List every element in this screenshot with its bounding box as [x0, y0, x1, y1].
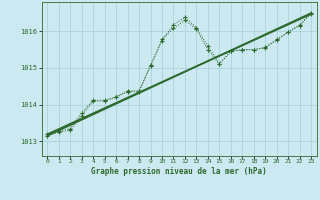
X-axis label: Graphe pression niveau de la mer (hPa): Graphe pression niveau de la mer (hPa) [91, 167, 267, 176]
